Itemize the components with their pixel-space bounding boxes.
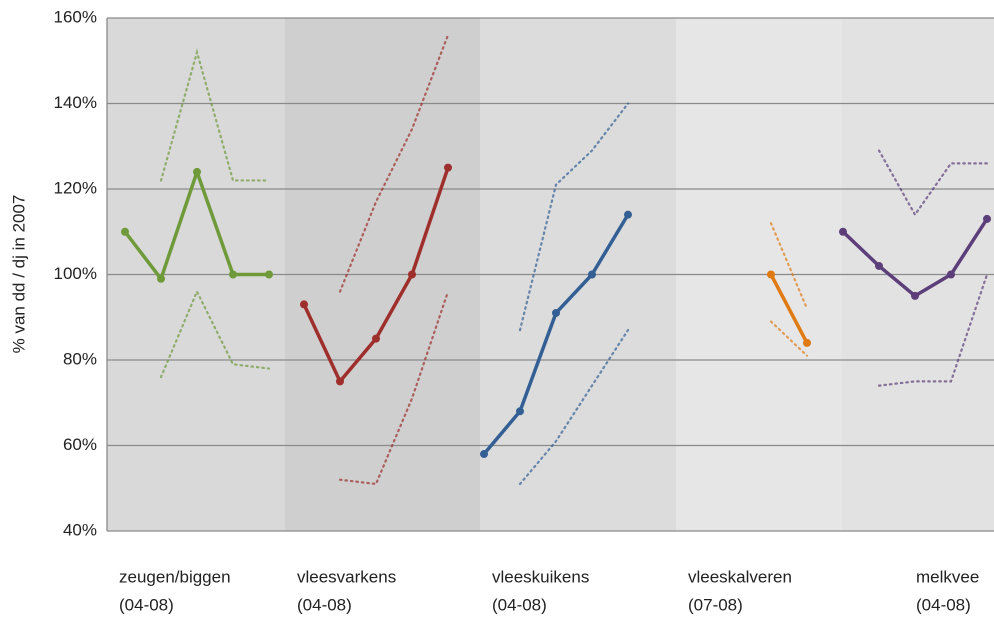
data-point	[372, 335, 380, 343]
y-tick-label: 40%	[63, 520, 97, 539]
data-point	[336, 377, 344, 385]
y-tick-label: 100%	[54, 264, 97, 283]
data-point	[516, 407, 524, 415]
group-period: (04-08)	[119, 595, 174, 614]
group-label: zeugen/biggen	[119, 567, 231, 586]
y-tick-label: 120%	[54, 178, 97, 197]
group-label: vleeskuikens	[492, 567, 589, 586]
data-point	[803, 339, 811, 347]
data-point	[624, 211, 632, 219]
data-point	[229, 271, 237, 279]
group-label: vleesvarkens	[297, 567, 396, 586]
data-point	[193, 168, 201, 176]
group-label: vleeskalveren	[688, 567, 792, 586]
group-period: (04-08)	[492, 595, 547, 614]
data-point	[552, 309, 560, 317]
data-point	[480, 450, 488, 458]
data-point	[947, 271, 955, 279]
group-period: (04-08)	[916, 595, 971, 614]
group-label: melkvee	[916, 567, 979, 586]
data-point	[911, 292, 919, 300]
y-tick-label: 140%	[54, 93, 97, 112]
group-period: (04-08)	[297, 595, 352, 614]
data-point	[265, 271, 273, 279]
data-point	[767, 271, 775, 279]
y-tick-label: 160%	[54, 7, 97, 26]
data-point	[444, 164, 452, 172]
y-axis-label: % van dd / dj in 2007	[9, 195, 28, 354]
data-point	[121, 228, 129, 236]
data-point	[408, 271, 416, 279]
data-point	[983, 215, 991, 223]
chart: % van dd / dj in 2007 40% 60% 80% 100% 120% 1…	[0, 0, 994, 619]
y-tick-label: 60%	[63, 435, 97, 454]
group-period: (07-08)	[688, 595, 743, 614]
data-point	[875, 262, 883, 270]
y-tick-label: 80%	[63, 349, 97, 368]
data-point	[588, 271, 596, 279]
data-point	[839, 228, 847, 236]
data-point	[157, 275, 165, 283]
data-point	[300, 300, 308, 308]
